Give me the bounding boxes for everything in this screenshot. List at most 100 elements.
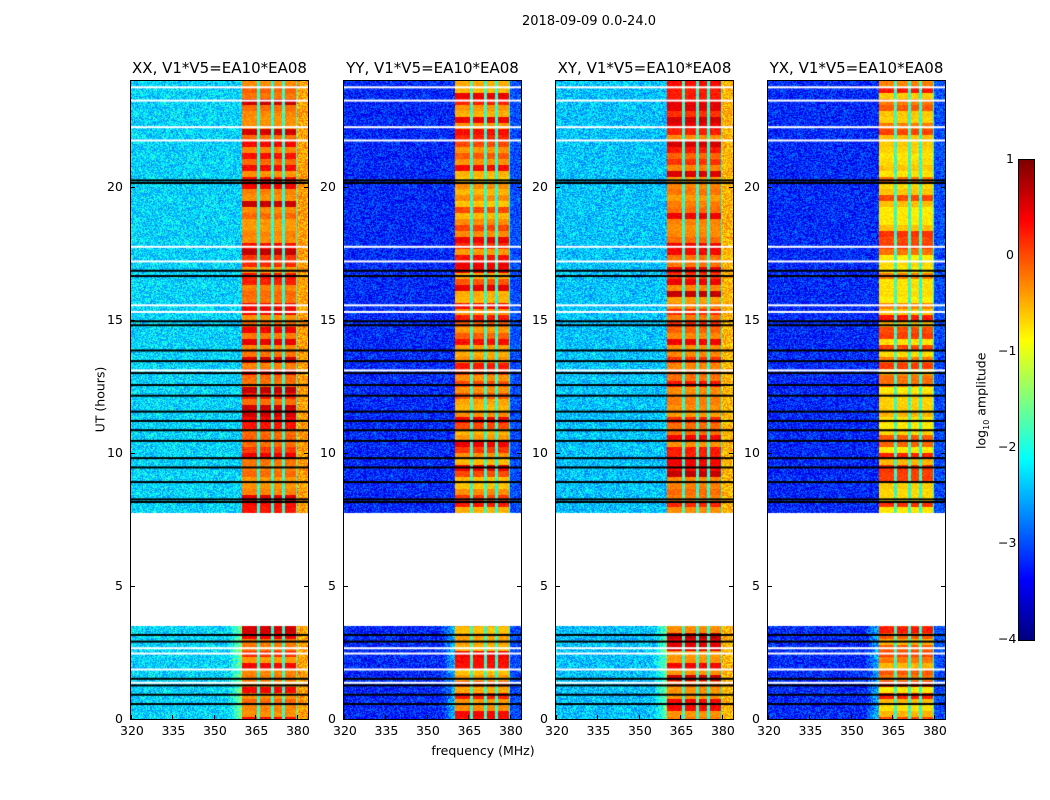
y-tick-mark [556, 187, 560, 189]
x-tick-label: 350 [627, 723, 652, 738]
y-tick-mark [729, 320, 733, 322]
colorbar-tick-label: −2 [998, 439, 1017, 454]
y-tick-mark [344, 187, 348, 189]
y-tick-label: 20 [744, 179, 760, 195]
y-tick-mark [131, 719, 135, 720]
y-tick-label: 20 [320, 179, 336, 195]
x-tick-mark [721, 715, 723, 719]
x-axis-label: frequency (MHz) [431, 743, 535, 758]
x-tick-mark [509, 715, 511, 719]
colorbar-label-sub: 10 [981, 419, 991, 430]
colorbar [1018, 159, 1035, 641]
x-tick-label: 380 [285, 723, 310, 738]
y-tick-label: 10 [744, 445, 760, 461]
y-tick-mark [304, 320, 308, 322]
colorbar-tick-label: 1 [1006, 151, 1014, 166]
y-tick-label: 0 [115, 711, 123, 726]
y-tick-label: 0 [328, 711, 336, 726]
x-tick-mark [344, 715, 345, 719]
y-tick-mark [556, 586, 560, 588]
y-tick-mark [941, 586, 945, 588]
panel-title: XX, V1*V5=EA10*EA08 [132, 59, 307, 77]
spectrogram-heatmap [131, 81, 308, 719]
y-tick-label: 15 [107, 312, 123, 328]
x-tick-mark [213, 715, 215, 719]
y-tick-mark [941, 453, 945, 455]
x-tick-label: 320 [545, 723, 569, 738]
y-tick-mark [768, 187, 772, 189]
x-tick-mark [426, 715, 428, 719]
spectrogram-panel [555, 80, 734, 720]
y-tick-mark [729, 719, 733, 720]
x-tick-label: 335 [798, 723, 823, 738]
y-tick-mark [131, 320, 135, 322]
y-tick-mark [344, 320, 348, 322]
y-tick-mark [304, 719, 308, 720]
y-tick-label: 20 [532, 179, 548, 195]
figure-title: 2018-09-09 0.0-24.0 [522, 14, 656, 29]
y-tick-mark [517, 719, 521, 720]
x-tick-mark [556, 715, 557, 719]
colorbar-label-prefix: log [973, 429, 989, 449]
y-tick-mark [131, 453, 135, 455]
y-tick-label: 10 [107, 445, 123, 461]
y-tick-mark [131, 586, 135, 588]
x-tick-label: 350 [202, 723, 227, 738]
x-tick-label: 320 [333, 723, 357, 738]
y-tick-mark [517, 187, 521, 189]
y-tick-label: 20 [107, 179, 123, 195]
x-tick-label: 335 [374, 723, 399, 738]
y-tick-mark [344, 719, 348, 720]
panel-title: YY, V1*V5=EA10*EA08 [346, 59, 519, 77]
y-tick-label: 10 [532, 445, 548, 461]
y-tick-mark [517, 320, 521, 322]
y-tick-mark [304, 586, 308, 588]
y-tick-mark [556, 320, 560, 322]
x-tick-mark [638, 715, 640, 719]
spectrogram-panel [767, 80, 946, 720]
colorbar-tick-label: 0 [1006, 247, 1014, 262]
y-tick-label: 10 [320, 445, 336, 461]
y-tick-mark [304, 187, 308, 189]
y-tick-mark [768, 719, 772, 720]
y-tick-label: 15 [320, 312, 336, 328]
x-tick-mark [680, 715, 682, 719]
y-tick-mark [729, 187, 733, 189]
x-tick-label: 365 [881, 723, 906, 738]
panel-title: YX, V1*V5=EA10*EA08 [769, 59, 944, 77]
colorbar-tick-label: −4 [998, 631, 1017, 646]
y-tick-mark [556, 719, 560, 720]
y-tick-mark [131, 187, 135, 189]
y-tick-label: 5 [752, 578, 760, 594]
y-tick-label: 15 [744, 312, 760, 328]
x-tick-mark [933, 715, 935, 719]
y-tick-label: 5 [115, 578, 123, 594]
x-tick-mark [768, 715, 769, 719]
y-tick-mark [344, 586, 348, 588]
spectrogram-panel [130, 80, 309, 720]
x-tick-label: 320 [757, 723, 781, 738]
x-tick-mark [296, 715, 298, 719]
y-tick-label: 0 [540, 711, 548, 726]
x-tick-label: 320 [120, 723, 144, 738]
y-tick-label: 15 [532, 312, 548, 328]
spectrogram-heatmap [768, 81, 945, 719]
x-tick-mark [892, 715, 894, 719]
spectrogram-heatmap [556, 81, 733, 719]
y-tick-mark [729, 453, 733, 455]
x-tick-label: 350 [839, 723, 864, 738]
x-tick-label: 380 [498, 723, 523, 738]
colorbar-label-suffix: amplitude [973, 352, 989, 420]
colorbar-gradient [1019, 160, 1034, 640]
y-tick-label: 5 [328, 578, 336, 594]
y-tick-mark [768, 320, 772, 322]
y-tick-label: 5 [540, 578, 548, 594]
y-tick-mark [729, 586, 733, 588]
y-tick-mark [768, 586, 772, 588]
y-tick-mark [304, 453, 308, 455]
x-tick-mark [385, 715, 387, 719]
panel-title: XY, V1*V5=EA10*EA08 [557, 59, 732, 77]
x-tick-label: 365 [244, 723, 269, 738]
y-tick-mark [344, 453, 348, 455]
spectrogram-panel [343, 80, 522, 720]
